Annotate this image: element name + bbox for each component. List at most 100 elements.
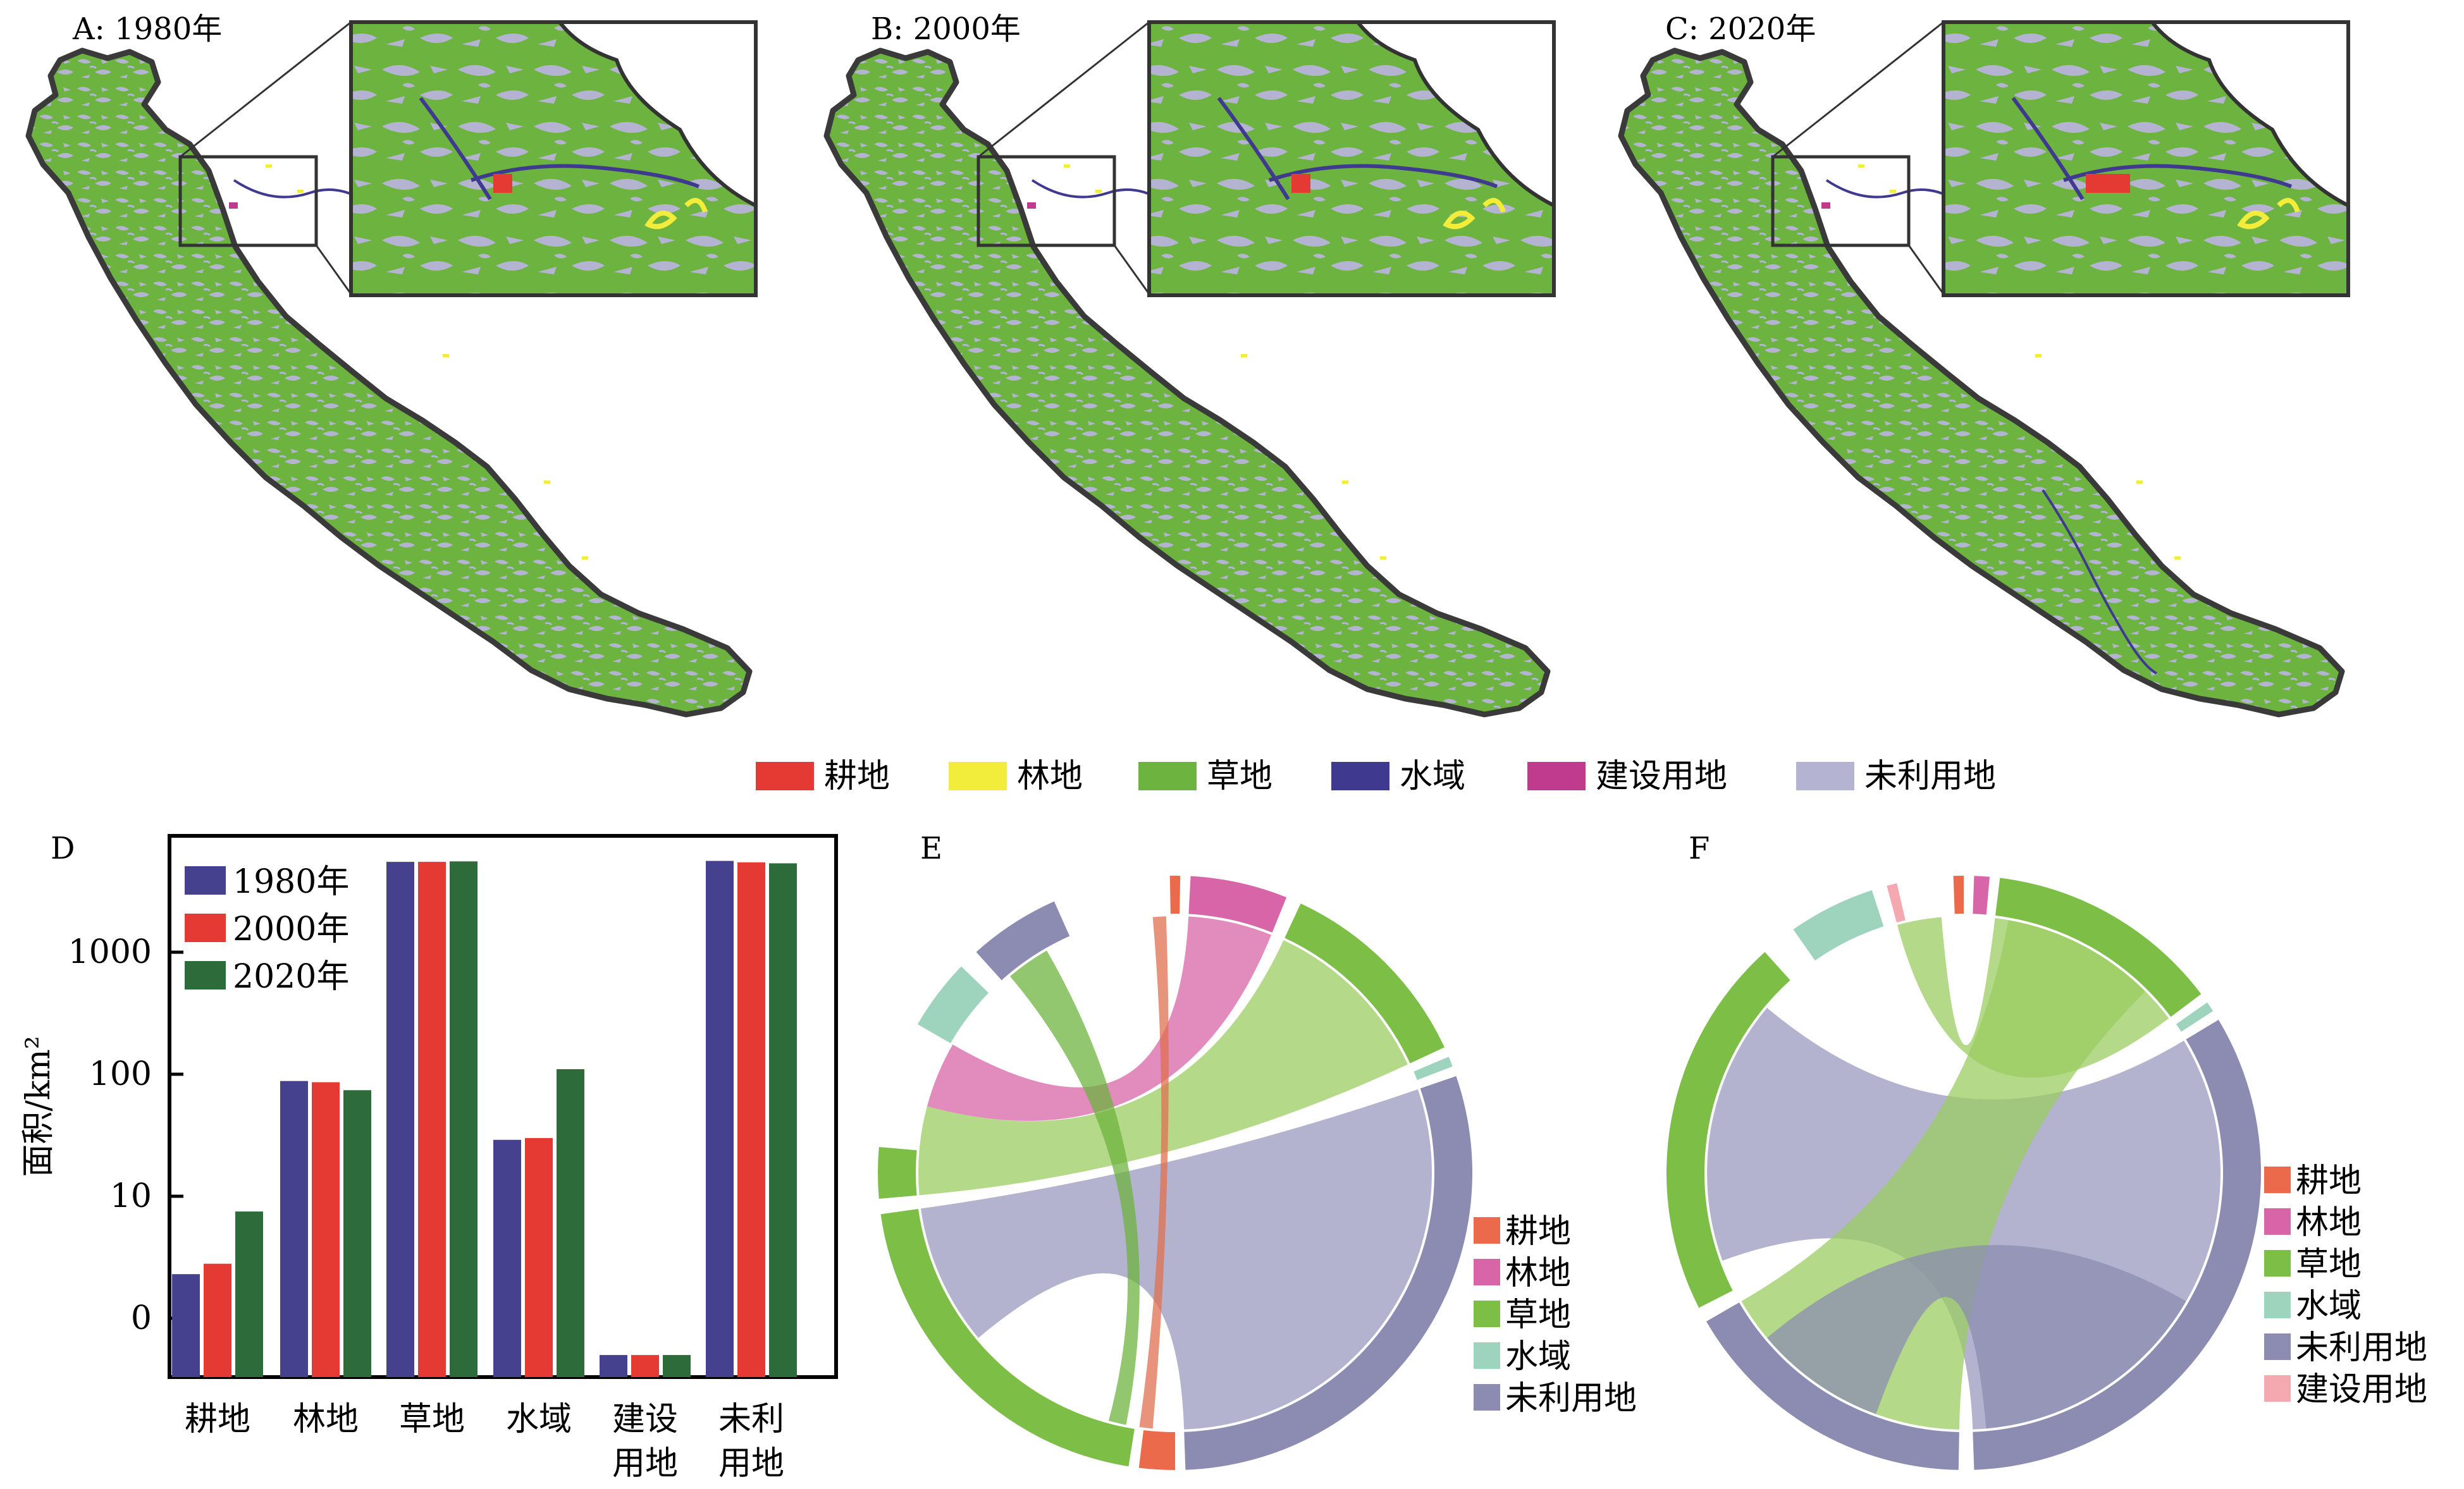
zoom-forest (1443, 198, 1506, 230)
zoom-outside-area (2148, 20, 2350, 209)
legend-swatch (2264, 1375, 2291, 1402)
chord-arc (1973, 876, 1990, 915)
x-tick-label: 建设 (612, 1400, 678, 1438)
chord-arc (1887, 883, 1906, 922)
chord-legend-item: 草地 (2264, 1246, 2362, 1284)
map-label: B: 2000年 (871, 11, 1021, 47)
legend-label: 建设用地 (1596, 757, 1727, 795)
map-panel-1: A: 1980年 (25, 11, 758, 718)
bar (172, 1274, 200, 1377)
chord-arc (1973, 1019, 2261, 1470)
map-legend-item: 水域 (1331, 757, 1465, 795)
bar-legend-item: 1980年 (185, 863, 349, 901)
map-panel-2: B: 2000年 (823, 11, 1556, 718)
zoom-frame (349, 20, 758, 297)
chord-arc (1995, 878, 2202, 1017)
legend-label: 水域 (1400, 757, 1465, 795)
forest-patch (1890, 190, 1896, 193)
zoom-forest (2237, 198, 2300, 230)
connector-line (1772, 21, 1944, 158)
panel-label: F (1689, 831, 1709, 866)
chord-legend-item: 耕地 (1474, 1213, 1571, 1251)
bar (386, 862, 414, 1377)
bar-legend: 1980年 2000年 2020年 (185, 863, 349, 996)
legend-swatch (2264, 1250, 2291, 1277)
legend-label: 2020年 (233, 958, 349, 996)
zoom-inset (349, 20, 758, 297)
legend-label: 未利用地 (2296, 1329, 2427, 1367)
legend-label: 建设用地 (2296, 1371, 2427, 1409)
legend-swatch (185, 914, 226, 942)
bar (493, 1139, 521, 1377)
bar (280, 1081, 308, 1377)
forest-patch (1095, 190, 1102, 193)
y-tick-label: 100 (89, 1055, 152, 1093)
chord-ribbon (920, 1089, 1432, 1430)
zoom-outside-area (555, 20, 758, 209)
bar-marks (172, 861, 797, 1377)
zoom-forest (644, 198, 708, 230)
chord-arc (1414, 1057, 1453, 1081)
built-patch (229, 202, 238, 209)
forest-patch (443, 354, 449, 357)
legend-label: 草地 (2296, 1246, 2362, 1284)
forest-patch (582, 556, 588, 560)
bar (312, 1082, 340, 1377)
map-legend-item: 草地 (1138, 757, 1272, 795)
legend-swatch (949, 762, 1007, 790)
bar (663, 1355, 691, 1377)
bar-chart: D 0 10 100 1000 面积/km² 耕地 林地 草地 水域 建设用地 未利用地 1980年… (20, 831, 838, 1483)
map-legend-item: 林地 (949, 757, 1083, 795)
legend-label: 林地 (1505, 1254, 1571, 1292)
chord-ribbon (1010, 950, 1140, 1425)
chord-arc (1666, 952, 1790, 1308)
legend-label: 耕地 (824, 757, 890, 795)
zoom-river (419, 97, 700, 200)
map-legend: 耕地 林地 草地 水域 建设用地 未利用地 (756, 757, 1996, 795)
basin-outline (823, 47, 1551, 718)
zoom-crop-patch (1291, 174, 1310, 193)
zoom-inset (1942, 20, 2350, 297)
connector-line (180, 21, 352, 158)
chord-ribbon (1766, 1245, 2186, 1429)
river (2042, 489, 2157, 675)
chord-legend-item: 林地 (2264, 1204, 2362, 1242)
legend-label: 未利用地 (1864, 757, 1996, 795)
bar (235, 1211, 263, 1377)
legend-swatch (2264, 1208, 2291, 1235)
chord-legend-item: 草地 (1474, 1296, 1571, 1334)
forest-patch (1342, 481, 1348, 484)
zoom-crop-patch (2086, 174, 2130, 193)
panel-label-d: D (51, 831, 75, 866)
chord-arc (1138, 1430, 1175, 1470)
chord-arc (880, 1209, 1135, 1467)
legend-label: 林地 (1017, 757, 1083, 795)
legend-swatch (2264, 1333, 2291, 1360)
forest-patch (2136, 481, 2143, 484)
inset-marker (1771, 155, 1911, 247)
legend-swatch (1474, 1301, 1500, 1327)
legend-swatch (1474, 1342, 1500, 1369)
basin-outline (25, 47, 753, 718)
chord-arc (2176, 1002, 2214, 1032)
legend-swatch (1474, 1384, 1500, 1411)
bar (525, 1137, 553, 1377)
forest-patch (544, 481, 550, 484)
chord-arc (1793, 890, 1884, 961)
legend-label: 耕地 (2296, 1162, 2362, 1200)
legend-label: 1980年 (233, 863, 349, 901)
bar-legend-item: 2000年 (185, 910, 349, 948)
legend-label: 林地 (2296, 1204, 2362, 1242)
forest-patch (2174, 556, 2181, 560)
legend-swatch (1474, 1217, 1500, 1244)
inset-marker (976, 155, 1116, 247)
zoom-outside-area (1353, 20, 1556, 209)
chord-arc (878, 1147, 917, 1199)
legend-label: 草地 (1207, 757, 1272, 795)
y-axis-label: 面积/km² (20, 1036, 58, 1177)
zoom-frame (1942, 20, 2350, 297)
chord-arc (1169, 876, 1181, 914)
forest-patch (297, 190, 304, 193)
y-tick-label: 10 (110, 1177, 152, 1215)
legend-swatch (185, 866, 226, 895)
